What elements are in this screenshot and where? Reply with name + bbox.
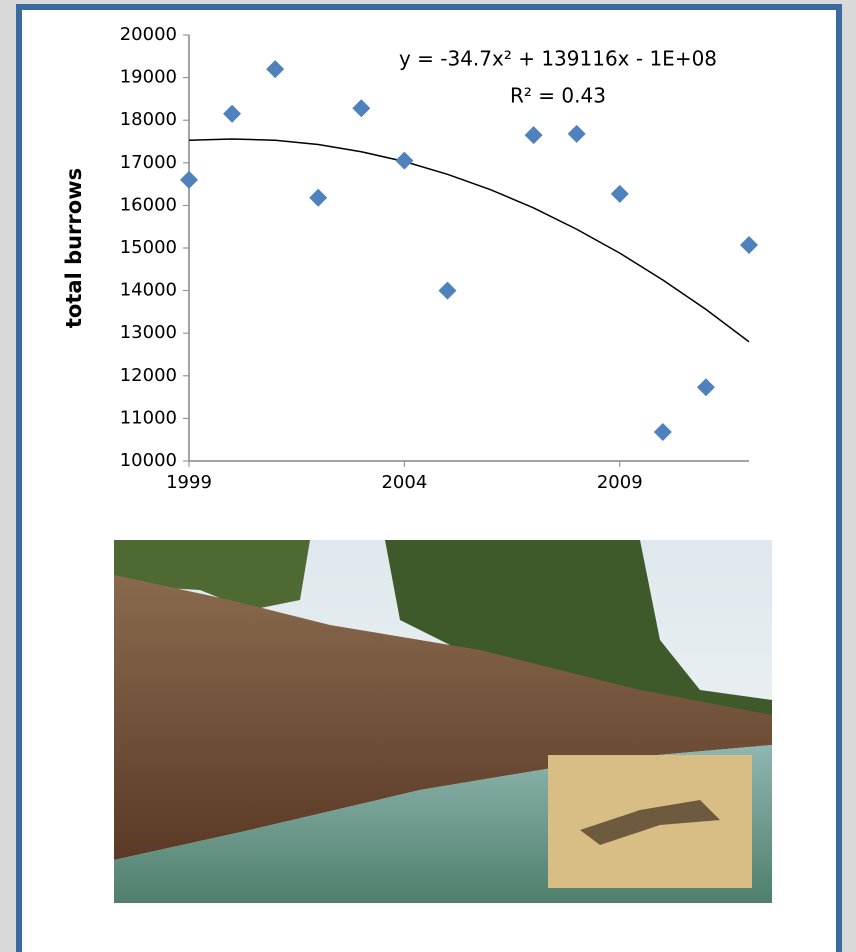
point bbox=[266, 60, 284, 78]
x-tick-label: 2009 bbox=[597, 472, 643, 493]
point bbox=[395, 152, 413, 170]
y-tick-label: 11000 bbox=[120, 407, 177, 428]
point bbox=[654, 423, 672, 441]
equation: y = -34.7x² + 139116x - 1E+08 bbox=[399, 47, 717, 71]
y-tick-label: 15000 bbox=[120, 237, 177, 258]
photo bbox=[114, 540, 772, 903]
chart: total burrows y = -34.7x² + 139116x - 1E… bbox=[0, 0, 856, 946]
point bbox=[740, 236, 758, 254]
y-tick-label: 19000 bbox=[120, 67, 177, 88]
point bbox=[568, 125, 586, 143]
point bbox=[611, 185, 629, 203]
point bbox=[180, 171, 198, 189]
page: total burrows y = -34.7x² + 139116x - 1E… bbox=[0, 0, 856, 946]
point bbox=[438, 282, 456, 300]
y-tick-label: 14000 bbox=[120, 280, 177, 301]
point bbox=[697, 378, 715, 396]
y-tick-label: 10000 bbox=[120, 450, 177, 471]
y-tick-label: 12000 bbox=[120, 365, 177, 386]
y-tick-label: 18000 bbox=[120, 109, 177, 130]
y-axis-label: total burrows bbox=[62, 168, 86, 328]
point bbox=[352, 99, 370, 117]
y-tick-label: 20000 bbox=[120, 24, 177, 45]
point bbox=[223, 105, 241, 123]
y-tick-label: 16000 bbox=[120, 194, 177, 215]
trendline bbox=[189, 139, 749, 342]
y-tick-label: 13000 bbox=[120, 322, 177, 343]
point bbox=[525, 126, 543, 144]
y-tick-label: 17000 bbox=[120, 152, 177, 173]
x-tick-label: 1999 bbox=[166, 472, 212, 493]
point bbox=[309, 189, 327, 207]
x-tick-label: 2004 bbox=[381, 472, 427, 493]
r-squared: R² = 0.43 bbox=[510, 84, 606, 108]
